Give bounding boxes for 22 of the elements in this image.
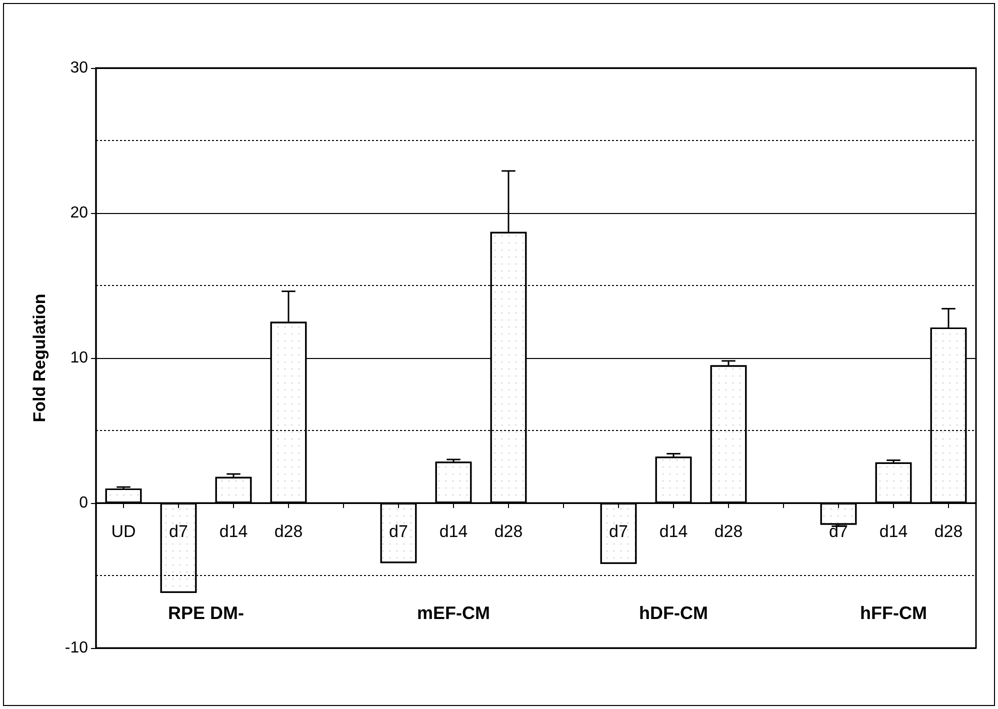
x-tick-label: d14 <box>439 522 468 541</box>
x-tick-label: d14 <box>879 522 908 541</box>
x-tick-label: d28 <box>274 522 303 541</box>
x-tick-label: d7 <box>609 522 628 541</box>
x-tick-label: d14 <box>659 522 688 541</box>
y-axis-title: Fold Regulation <box>30 294 49 422</box>
x-tick-label: d28 <box>714 522 743 541</box>
y-tick-label: 20 <box>70 204 88 222</box>
x-tick-label: d28 <box>494 522 523 541</box>
x-tick-label: d14 <box>219 522 248 541</box>
x-tick-label: d7 <box>169 522 188 541</box>
y-tick-label: 30 <box>70 60 88 76</box>
x-tick-label: d28 <box>934 522 963 541</box>
annotation: hDF-CM <box>639 603 708 624</box>
x-tick-label: UD <box>111 522 136 541</box>
annotation: hFF-CM <box>860 603 927 624</box>
y-tick-label: 10 <box>70 350 88 366</box>
y-tick-label: -10 <box>64 640 88 656</box>
x-tick-label: d7 <box>389 522 408 541</box>
y-tick-label: 0 <box>79 494 88 512</box>
annotation: mEF-CM <box>417 603 490 624</box>
annotation: RPE DM- <box>168 603 244 624</box>
